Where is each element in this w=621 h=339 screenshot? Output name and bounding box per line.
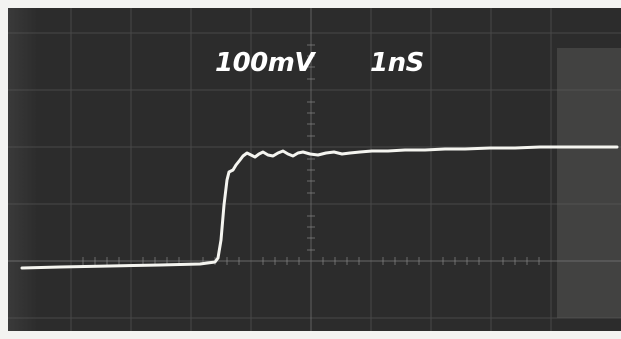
screen-edge-shadow [8, 8, 38, 331]
vertical-scale-readout: 100mV [215, 48, 315, 78]
timebase-readout: 1nS [370, 48, 424, 78]
trace-line [20, 145, 619, 270]
screen-glare [557, 48, 621, 318]
